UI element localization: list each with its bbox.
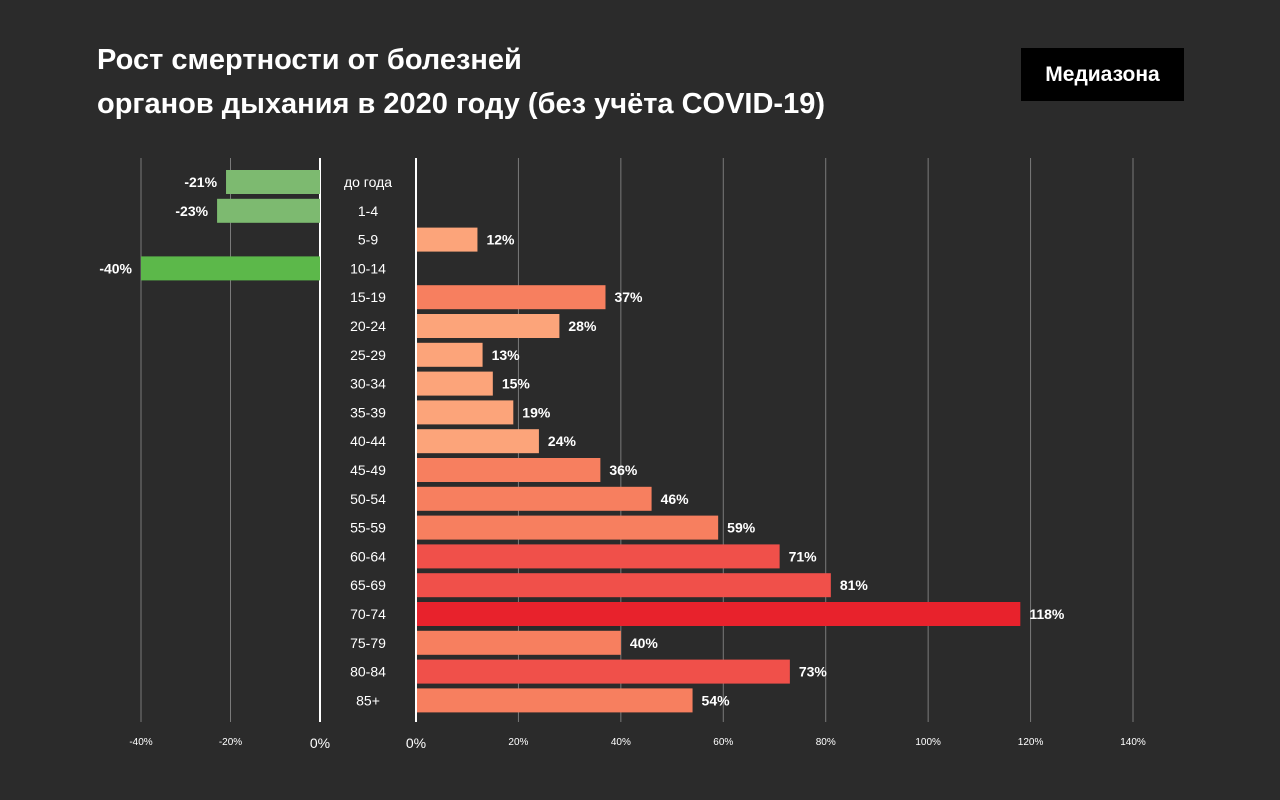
- bar-30-34: [417, 371, 493, 396]
- bar-85+: [417, 688, 693, 713]
- negative-tick-label: -40%: [129, 737, 152, 748]
- category-label: 50-54: [350, 491, 386, 507]
- value-label: 71%: [789, 548, 818, 564]
- category-label: 30-34: [350, 376, 386, 392]
- category-label: 20-24: [350, 318, 386, 334]
- positive-tick-label: 60%: [713, 737, 733, 748]
- grid-layer: [140, 158, 1134, 722]
- value-label: 36%: [609, 462, 638, 478]
- category-label: 60-64: [350, 548, 386, 564]
- value-label: -21%: [184, 174, 217, 190]
- positive-tick-label: 100%: [915, 737, 941, 748]
- bar-65-69: [417, 573, 831, 598]
- bar-до года: [226, 170, 320, 194]
- positive-tick-label: 20%: [508, 737, 528, 748]
- positive-tick-label: 40%: [611, 737, 631, 748]
- negative-tick-label: 0%: [310, 735, 330, 751]
- chart-title-line-2: органов дыхания в 2020 году (без учёта C…: [97, 88, 826, 120]
- bar-45-49: [417, 458, 601, 482]
- bars-layer: [141, 170, 1021, 713]
- category-label: 1-4: [358, 203, 378, 219]
- value-label: 40%: [630, 635, 659, 651]
- bar-40-44: [417, 429, 539, 454]
- bar-5-9: [417, 227, 478, 252]
- positive-tick-label: 140%: [1120, 737, 1146, 748]
- value-label: 13%: [492, 347, 521, 363]
- value-label: 15%: [502, 376, 531, 392]
- chart-title-line-1: Рост смертности от болезней: [97, 44, 522, 76]
- bar-10-14: [141, 256, 320, 281]
- category-label: 5-9: [358, 232, 378, 248]
- value-label: 37%: [614, 289, 643, 305]
- value-label: 118%: [1029, 606, 1065, 622]
- category-label: 35-39: [350, 404, 386, 420]
- bar-60-64: [417, 544, 780, 569]
- value-label: -23%: [175, 203, 208, 219]
- positive-tick-label: 80%: [816, 737, 836, 748]
- value-label: 24%: [548, 433, 577, 449]
- category-label: 85+: [356, 692, 380, 708]
- labels-layer: -40% -20% 0% 0% 20% 40% 60% 80% 100% 120% 140% до г…: [99, 174, 1146, 751]
- brand-logo: Медиазона: [1021, 48, 1184, 101]
- category-label: 70-74: [350, 606, 386, 622]
- category-label: до года: [344, 174, 392, 190]
- category-label: 15-19: [350, 289, 386, 305]
- bar-15-19: [417, 285, 606, 310]
- value-label: 73%: [799, 664, 828, 680]
- positive-tick-label: 120%: [1018, 737, 1044, 748]
- value-label: 81%: [840, 577, 869, 593]
- bar-1-4: [217, 198, 320, 223]
- value-label: 54%: [702, 692, 731, 708]
- category-label: 40-44: [350, 433, 386, 449]
- value-label: 59%: [727, 520, 756, 536]
- bar-25-29: [417, 342, 483, 367]
- bar-35-39: [417, 400, 514, 425]
- value-label: -40%: [99, 260, 132, 276]
- category-label: 25-29: [350, 347, 386, 363]
- category-label: 65-69: [350, 577, 386, 593]
- bar-55-59: [417, 515, 719, 540]
- value-label: 19%: [522, 404, 551, 420]
- bar-50-54: [417, 486, 652, 511]
- value-label: 12%: [486, 232, 515, 248]
- bar-20-24: [417, 314, 560, 338]
- bar-80-84: [417, 659, 790, 684]
- value-label: 46%: [661, 491, 690, 507]
- value-label: 28%: [568, 318, 597, 334]
- negative-tick-label: -20%: [219, 737, 242, 748]
- category-label: 75-79: [350, 635, 386, 651]
- category-label: 45-49: [350, 462, 386, 478]
- category-label: 55-59: [350, 520, 386, 536]
- bar-70-74: [417, 602, 1021, 626]
- positive-tick-label: 0%: [406, 735, 426, 751]
- bar-75-79: [417, 630, 621, 655]
- category-label: 80-84: [350, 664, 386, 680]
- chart-title: Рост смертности от болезней органов дыха…: [97, 38, 825, 126]
- category-label: 10-14: [350, 260, 386, 276]
